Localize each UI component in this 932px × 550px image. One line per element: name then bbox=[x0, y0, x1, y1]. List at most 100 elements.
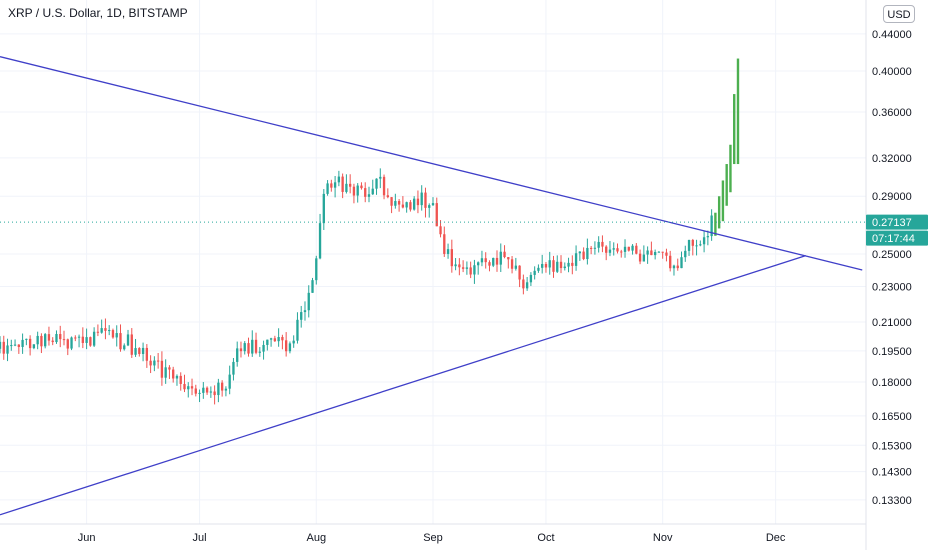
candle bbox=[397, 199, 401, 212]
candle bbox=[251, 330, 254, 357]
candle bbox=[691, 238, 694, 256]
candle bbox=[574, 245, 578, 271]
candle bbox=[582, 247, 585, 261]
candle bbox=[473, 259, 476, 284]
candle bbox=[232, 357, 235, 381]
last-price-label: 0.27137 bbox=[872, 217, 912, 229]
x-tick-label: Oct bbox=[537, 532, 554, 544]
candle bbox=[269, 337, 273, 347]
candle bbox=[364, 182, 367, 203]
candle bbox=[183, 374, 186, 393]
candle bbox=[277, 328, 280, 347]
bar-close-countdown: 07:17:44 bbox=[872, 233, 915, 245]
candle bbox=[205, 386, 209, 395]
x-tick-label: Jul bbox=[193, 532, 207, 544]
candle bbox=[616, 243, 619, 254]
candle bbox=[96, 324, 100, 337]
candle bbox=[179, 372, 182, 391]
candle bbox=[635, 243, 638, 255]
candle bbox=[160, 351, 164, 386]
candle bbox=[111, 328, 115, 339]
candle bbox=[695, 239, 698, 256]
projection-bar bbox=[714, 212, 717, 236]
candle bbox=[680, 251, 683, 269]
candle bbox=[706, 230, 710, 246]
candle bbox=[123, 343, 126, 351]
candle bbox=[492, 257, 495, 268]
projection-series bbox=[714, 58, 740, 236]
candle bbox=[642, 245, 646, 262]
projection-bar bbox=[733, 94, 736, 165]
candle bbox=[529, 272, 533, 287]
candle bbox=[130, 328, 133, 358]
candle bbox=[236, 341, 239, 367]
candle bbox=[360, 182, 363, 190]
candle bbox=[477, 261, 480, 275]
candle bbox=[710, 209, 713, 241]
candle bbox=[345, 174, 348, 194]
candle bbox=[6, 338, 9, 362]
candle bbox=[296, 312, 299, 344]
candle bbox=[480, 250, 484, 267]
candle bbox=[47, 326, 51, 346]
candle bbox=[36, 331, 39, 350]
y-tick-label: 0.32000 bbox=[872, 153, 912, 165]
candle bbox=[650, 241, 653, 256]
candle bbox=[288, 341, 292, 354]
candle bbox=[2, 335, 5, 360]
candle bbox=[333, 176, 337, 198]
chart-title: XRP / U.S. Dollar, 1D, BITSTAMP bbox=[8, 6, 188, 20]
candle bbox=[665, 248, 668, 262]
candle bbox=[537, 264, 540, 273]
candle bbox=[134, 338, 137, 357]
candle bbox=[676, 258, 679, 271]
candle bbox=[669, 250, 672, 272]
candle bbox=[356, 183, 359, 203]
y-tick-label: 0.21000 bbox=[872, 317, 912, 329]
candle bbox=[44, 332, 47, 349]
candle bbox=[405, 201, 408, 213]
candlestick-series bbox=[0, 168, 713, 405]
candle bbox=[55, 330, 58, 344]
candle bbox=[371, 179, 374, 195]
candle bbox=[62, 330, 66, 346]
candle bbox=[352, 183, 356, 204]
candle bbox=[518, 265, 521, 288]
candle bbox=[672, 264, 676, 276]
price-axis[interactable]: 0.44000 0.40000 0.36000 0.32000 0.29000 0.250… bbox=[872, 29, 912, 507]
candle bbox=[168, 365, 171, 379]
x-tick-label: Dec bbox=[766, 532, 786, 544]
projection-bar bbox=[717, 196, 721, 229]
trendline-support[interactable] bbox=[0, 254, 806, 516]
candle bbox=[28, 335, 32, 356]
candle bbox=[510, 256, 514, 274]
candle bbox=[605, 245, 608, 261]
candle bbox=[194, 384, 197, 397]
candle bbox=[608, 240, 612, 257]
trendline-resistance[interactable] bbox=[0, 56, 863, 271]
last-price-badge-bg bbox=[866, 214, 928, 230]
candle bbox=[507, 257, 510, 269]
candle bbox=[187, 382, 190, 398]
candle bbox=[439, 220, 442, 238]
candle bbox=[348, 174, 352, 194]
time-axis[interactable]: Jun Jul Aug Sep Oct Nov Dec bbox=[78, 532, 786, 544]
candle bbox=[85, 328, 88, 350]
candle bbox=[484, 252, 487, 269]
candle bbox=[409, 200, 412, 212]
candle bbox=[533, 266, 536, 280]
candle bbox=[593, 241, 597, 255]
x-tick-label: Aug bbox=[306, 532, 326, 544]
candle bbox=[653, 249, 657, 260]
candle bbox=[413, 196, 416, 211]
candle bbox=[21, 333, 24, 354]
candle bbox=[81, 327, 85, 349]
candle bbox=[315, 255, 318, 285]
candle bbox=[318, 213, 322, 260]
candle bbox=[702, 230, 706, 253]
currency-button[interactable]: USD bbox=[883, 5, 915, 23]
candle bbox=[424, 187, 427, 218]
candle bbox=[661, 251, 664, 259]
candle bbox=[571, 255, 574, 275]
